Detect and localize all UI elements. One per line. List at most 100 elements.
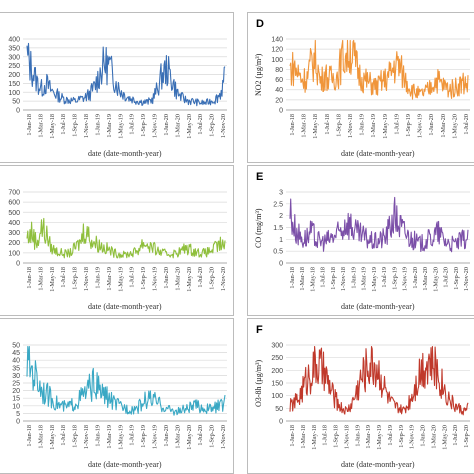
x-tick-label: 1-Sep-20	[463, 425, 470, 448]
x-tick-label: 1-Jan-18	[26, 267, 33, 289]
x-tick-label: 1-May-18	[49, 425, 56, 450]
x-tick-label: 1-Sep-20	[209, 114, 216, 137]
x-tick-label: 1-Jan-20	[428, 114, 435, 136]
panel-letter: F	[256, 324, 263, 336]
x-tick-label: 1-Mar-20	[430, 425, 437, 449]
x-tick-label: 1-May-19	[371, 267, 378, 292]
y-tick-label: 0	[16, 108, 20, 115]
y-tick-label: 100	[8, 90, 20, 97]
x-tick-label: 1-Nov-18	[83, 114, 90, 138]
x-tick-label: 1-Mar-18	[37, 114, 44, 138]
y-tick-label: 700	[8, 190, 20, 197]
x-tick-label: 1-Jan-20	[412, 267, 419, 289]
panel-f: F 0 50 100 150 200 250 300 1-Jan-18 1-Mar-18 1-May…	[247, 318, 474, 474]
x-tick-label: 1-Sep-19	[140, 425, 147, 448]
y-tick-label: 0.5	[273, 249, 283, 256]
y-tick-label: 500	[8, 210, 20, 217]
x-tick-label: 1-Jul-19	[129, 267, 136, 288]
y-tick-label: 80	[275, 67, 283, 74]
y-tick-label: 0	[16, 419, 20, 426]
x-tick-label: 1-Nov-20	[463, 267, 470, 291]
x-tick-label: 1-Nov-18	[83, 425, 90, 449]
y-tick-label: 400	[8, 37, 20, 44]
x-tick-label: 1-Jan-19	[94, 267, 101, 289]
x-tick-label: 1-Nov-18	[83, 267, 90, 291]
x-tick-label: 1-Nov-19	[152, 425, 159, 449]
x-tick-label: 1-Sep-18	[72, 267, 79, 290]
chart-svg: 0 0.5 1 1.5 2 2.5 3 1-Jan-18 1-Mar-18 1-May-18 1-J…	[273, 190, 470, 292]
x-tick-label: 1-Jul-20	[197, 267, 204, 288]
x-tick-label: 1-Sep-19	[398, 425, 405, 448]
x-tick-label: 1-May-20	[186, 267, 193, 292]
y-tick-label: 140	[271, 37, 283, 44]
y-tick-label: 25	[12, 381, 20, 388]
x-tick-label: 1-Mar-20	[440, 114, 447, 138]
x-tick-label: 1-Nov-18	[343, 425, 350, 449]
x-tick-label: 1-Sep-19	[391, 267, 398, 290]
y-tick-label: 100	[271, 393, 283, 400]
x-tick-label: 1-Mar-18	[299, 267, 306, 291]
y-tick-label: 10	[12, 403, 20, 410]
y-tick-label: 350	[8, 45, 20, 52]
y-tick-label: 0	[16, 261, 20, 268]
series-line	[26, 217, 226, 259]
x-tick-label: 1-May-20	[186, 114, 193, 139]
x-tick-label: 1-Mar-19	[370, 114, 377, 138]
y-tick-label: 200	[8, 72, 20, 79]
x-tick-label: 1-Mar-20	[174, 114, 181, 138]
x-tick-label: 1-May-20	[441, 425, 448, 450]
x-tick-label: 1-May-18	[309, 267, 316, 292]
x-tick-label: 1-Sep-20	[209, 267, 216, 290]
y-tick-label: 3	[279, 190, 283, 197]
x-tick-label: 1-Mar-19	[365, 425, 372, 449]
x-tick-label: 1-Mar-18	[37, 425, 44, 449]
x-tick-label: 1-Jan-19	[94, 425, 101, 447]
panel-b: 0 100 200 300 400 500 600 700 1-Jan-18 1-Mar-18 1-…	[0, 165, 234, 316]
x-tick-label: 1-Mar-18	[37, 267, 44, 291]
x-tick-label: 1-Mar-18	[301, 114, 308, 138]
y-tick-label: 20	[275, 97, 283, 104]
x-tick-label: 1-Jan-20	[420, 425, 427, 447]
x-tick-label: 1-Jul-19	[129, 425, 136, 446]
x-tick-label: 1-Jan-18	[289, 425, 296, 447]
x-tick-label: 1-Jul-20	[197, 114, 204, 135]
y-tick-label: 0	[279, 419, 283, 426]
y-axis-label: O3-8h (µg/m³)	[254, 359, 263, 407]
x-tick-label: 1-Nov-19	[417, 114, 424, 138]
x-tick-label: 1-Jan-19	[354, 425, 361, 447]
y-tick-label: 50	[12, 343, 20, 350]
x-tick-label: 1-May-19	[382, 114, 389, 139]
x-tick-label: 1-Mar-19	[106, 267, 113, 291]
y-tick-label: 400	[8, 220, 20, 227]
x-tick-label: 1-Jan-18	[289, 267, 296, 289]
x-axis-label: date (date-month-year)	[88, 302, 162, 311]
y-tick-label: 35	[12, 365, 20, 372]
x-tick-label: 1-Jul-18	[60, 425, 67, 446]
x-tick-label: 1-Jan-19	[359, 114, 366, 136]
x-tick-label: 1-Mar-18	[300, 425, 307, 449]
x-tick-label: 1-Jul-19	[393, 114, 400, 135]
y-tick-label: 50	[275, 406, 283, 413]
chart-svg: 0 50 100 150 200 250 300 1-Jan-18 1-Mar-18 1-May-…	[271, 343, 470, 450]
y-tick-label: 150	[271, 381, 283, 388]
series-line	[26, 345, 226, 416]
y-tick-label: 50	[12, 99, 20, 106]
y-tick-label: 200	[271, 368, 283, 375]
x-tick-label: 1-May-19	[117, 114, 124, 139]
x-tick-label: 1-May-19	[117, 267, 124, 292]
x-tick-label: 1-May-18	[312, 114, 319, 139]
x-tick-label: 1-Nov-20	[220, 267, 227, 291]
x-tick-label: 1-May-20	[451, 114, 458, 139]
y-tick-label: 1	[279, 237, 283, 244]
y-tick-label: 45	[12, 350, 20, 357]
x-tick-label: 1-Nov-20	[220, 114, 227, 138]
x-tick-label: 1-Sep-19	[405, 114, 412, 137]
x-tick-label: 1-May-20	[432, 267, 439, 292]
x-tick-label: 1-Sep-18	[330, 267, 337, 290]
x-tick-label: 1-Mar-19	[106, 114, 113, 138]
x-tick-label: 1-Sep-19	[140, 267, 147, 290]
x-tick-label: 1-Jul-18	[60, 267, 67, 288]
y-tick-label: 60	[275, 77, 283, 84]
chart-svg: 0 20 40 60 80 100 120 140 1-Jan-18 1-Mar-18 1-May-…	[271, 37, 470, 139]
y-tick-label: 250	[271, 355, 283, 362]
